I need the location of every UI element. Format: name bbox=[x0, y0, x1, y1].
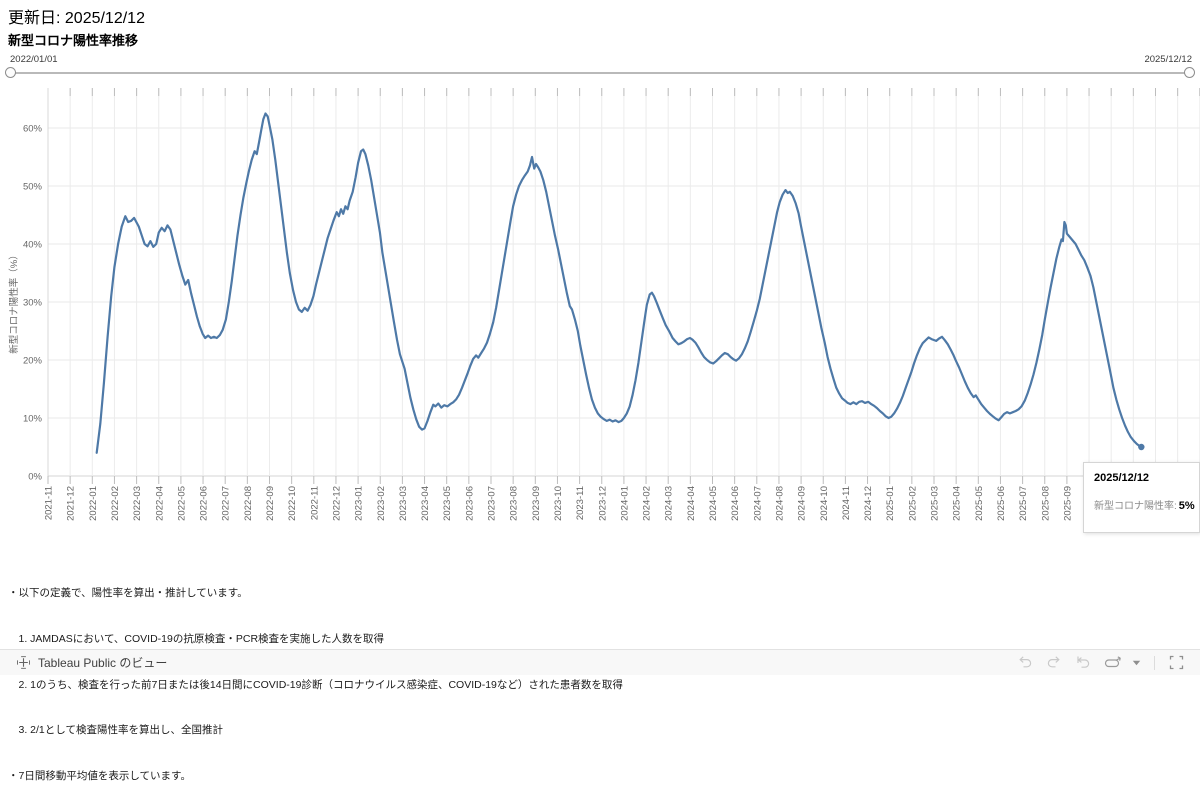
note-line: 3. 2/1として検査陽性率を算出し、全国推計 bbox=[8, 724, 223, 737]
updated-date-label: 更新日: 2025/12/12 bbox=[8, 10, 145, 27]
definition-notes: ・以下の定義で、陽性率を算出・推計しています。 1. JAMDASにおいて、CO… bbox=[8, 556, 623, 800]
slider-end-date-label: 2025/12/12 bbox=[1144, 54, 1192, 65]
svg-text:2022-08: 2022-08 bbox=[243, 486, 254, 521]
svg-text:2023-12: 2023-12 bbox=[597, 486, 608, 521]
svg-text:2024-10: 2024-10 bbox=[819, 486, 830, 521]
svg-text:2022-05: 2022-05 bbox=[176, 486, 187, 521]
tableau-brand-label: Tableau Public のビュー bbox=[38, 656, 168, 670]
note-line: ・以下の定義で、陽性率を算出・推計しています。 bbox=[8, 587, 248, 600]
svg-text:2023-06: 2023-06 bbox=[464, 486, 475, 521]
tooltip-measure-value: 5% bbox=[1178, 500, 1195, 512]
redo-button[interactable] bbox=[1046, 655, 1062, 671]
share-button[interactable] bbox=[1104, 655, 1124, 671]
svg-text:2022-10: 2022-10 bbox=[287, 486, 298, 521]
svg-text:2024-08: 2024-08 bbox=[774, 486, 785, 521]
svg-text:60%: 60% bbox=[23, 124, 43, 135]
svg-text:2025-03: 2025-03 bbox=[930, 486, 941, 521]
date-range-slider-track[interactable] bbox=[10, 72, 1190, 74]
svg-text:2023-07: 2023-07 bbox=[487, 486, 498, 521]
svg-text:2022-01: 2022-01 bbox=[88, 486, 99, 521]
svg-text:2025-01: 2025-01 bbox=[885, 486, 896, 521]
svg-text:2021-12: 2021-12 bbox=[66, 486, 77, 521]
svg-text:2023-08: 2023-08 bbox=[509, 486, 520, 521]
undo-button[interactable] bbox=[1017, 655, 1033, 671]
svg-text:2023-03: 2023-03 bbox=[398, 486, 409, 521]
tableau-toolbar: Tableau Public のビュー bbox=[0, 649, 1200, 675]
date-range-slider-handle-start[interactable] bbox=[5, 67, 16, 78]
gridlines bbox=[47, 88, 1200, 484]
svg-text:0%: 0% bbox=[28, 472, 42, 483]
chevron-down-icon bbox=[1132, 660, 1141, 665]
svg-text:2025-04: 2025-04 bbox=[952, 486, 963, 521]
svg-text:2023-09: 2023-09 bbox=[531, 486, 542, 521]
svg-text:2022-06: 2022-06 bbox=[199, 486, 210, 521]
svg-text:2022-02: 2022-02 bbox=[110, 486, 121, 521]
tooltip-value-row: 新型コロナ陽性率: 5% bbox=[1094, 497, 1195, 512]
svg-text:2024-06: 2024-06 bbox=[730, 486, 741, 521]
toolbar-divider bbox=[1154, 655, 1155, 670]
svg-text:2021-11: 2021-11 bbox=[44, 486, 55, 520]
svg-text:2023-05: 2023-05 bbox=[442, 486, 453, 521]
svg-text:2022-09: 2022-09 bbox=[265, 486, 276, 521]
svg-text:2023-04: 2023-04 bbox=[420, 486, 431, 521]
svg-text:2024-04: 2024-04 bbox=[686, 486, 697, 521]
svg-text:2025-08: 2025-08 bbox=[1040, 486, 1051, 521]
note-line: 1. JAMDASにおいて、COVID-19の抗原検査・PCR検査を実施した人数… bbox=[8, 633, 385, 646]
fullscreen-icon bbox=[1169, 655, 1183, 670]
svg-text:50%: 50% bbox=[23, 182, 43, 193]
fullscreen-button[interactable] bbox=[1168, 655, 1184, 671]
svg-text:40%: 40% bbox=[23, 240, 43, 251]
svg-text:2022-11: 2022-11 bbox=[309, 486, 320, 520]
svg-text:2024-05: 2024-05 bbox=[708, 486, 719, 521]
slider-start-date-label: 2022/01/01 bbox=[10, 54, 58, 65]
svg-text:2023-02: 2023-02 bbox=[376, 486, 387, 521]
note-line: ・7日間移動平均値を表示しています。 bbox=[8, 770, 191, 783]
page-title: 新型コロナ陽性率推移 bbox=[8, 33, 139, 48]
toolbar-actions bbox=[1004, 655, 1184, 671]
tooltip-measure-label: 新型コロナ陽性率: bbox=[1094, 501, 1177, 512]
svg-text:2023-01: 2023-01 bbox=[354, 486, 365, 521]
svg-text:2024-12: 2024-12 bbox=[863, 486, 874, 521]
tooltip-date: 2025/12/12 bbox=[1094, 472, 1150, 484]
svg-text:2024-07: 2024-07 bbox=[752, 486, 763, 521]
y-axis-tick-labels: 0% 10% 20% 30% 40% 50% 60% bbox=[23, 124, 43, 483]
series-end-dot[interactable] bbox=[1138, 443, 1145, 451]
redo-icon bbox=[1047, 656, 1060, 668]
svg-text:2022-12: 2022-12 bbox=[331, 486, 342, 521]
svg-text:2024-01: 2024-01 bbox=[619, 486, 630, 521]
svg-text:2023-11: 2023-11 bbox=[575, 486, 586, 520]
svg-text:2024-11: 2024-11 bbox=[841, 486, 852, 520]
x-axis-tick-labels: 2021-11 2021-12 2022-01 2022-02 2022-03 2022-… bbox=[44, 486, 1074, 521]
undo-icon bbox=[1019, 656, 1032, 668]
svg-text:2024-02: 2024-02 bbox=[642, 486, 653, 521]
svg-text:2022-07: 2022-07 bbox=[221, 486, 232, 521]
svg-text:2024-09: 2024-09 bbox=[797, 486, 808, 521]
svg-text:2025-02: 2025-02 bbox=[907, 486, 918, 521]
svg-text:2022-04: 2022-04 bbox=[154, 486, 165, 521]
svg-text:20%: 20% bbox=[23, 356, 43, 367]
svg-text:2025-05: 2025-05 bbox=[974, 486, 985, 521]
svg-text:30%: 30% bbox=[23, 298, 43, 309]
svg-text:2022-03: 2022-03 bbox=[132, 486, 143, 521]
svg-text:2025-07: 2025-07 bbox=[1018, 486, 1029, 521]
svg-text:2023-10: 2023-10 bbox=[553, 486, 564, 521]
date-range-slider-handle-end[interactable] bbox=[1184, 67, 1195, 78]
note-line: 2. 1のうち、検査を行った前7日または後14日間にCOVID-19診断（コロナ… bbox=[8, 678, 623, 691]
series-line[interactable] bbox=[95, 112, 1143, 454]
tableau-logo-icon bbox=[16, 655, 31, 670]
line-chart-canvas[interactable]: 0%10%20%30%40%50%60%新型コロナ陽性率（%）2021-11 20… bbox=[0, 0, 1200, 675]
reset-button[interactable] bbox=[1075, 655, 1091, 671]
svg-text:2025-06: 2025-06 bbox=[996, 486, 1007, 521]
y-axis-title: 新型コロナ陽性率（%） bbox=[8, 250, 20, 353]
chart-tooltip: 2025/12/12 新型コロナ陽性率: 5% bbox=[1083, 462, 1200, 533]
share-icon bbox=[1104, 656, 1121, 668]
tableau-brand[interactable]: Tableau Public のビュー bbox=[16, 654, 167, 671]
svg-text:10%: 10% bbox=[23, 414, 43, 425]
reset-icon bbox=[1077, 656, 1090, 668]
svg-text:2024-03: 2024-03 bbox=[664, 486, 675, 521]
share-dropdown-button[interactable] bbox=[1132, 655, 1141, 671]
svg-text:2025-09: 2025-09 bbox=[1062, 486, 1073, 521]
